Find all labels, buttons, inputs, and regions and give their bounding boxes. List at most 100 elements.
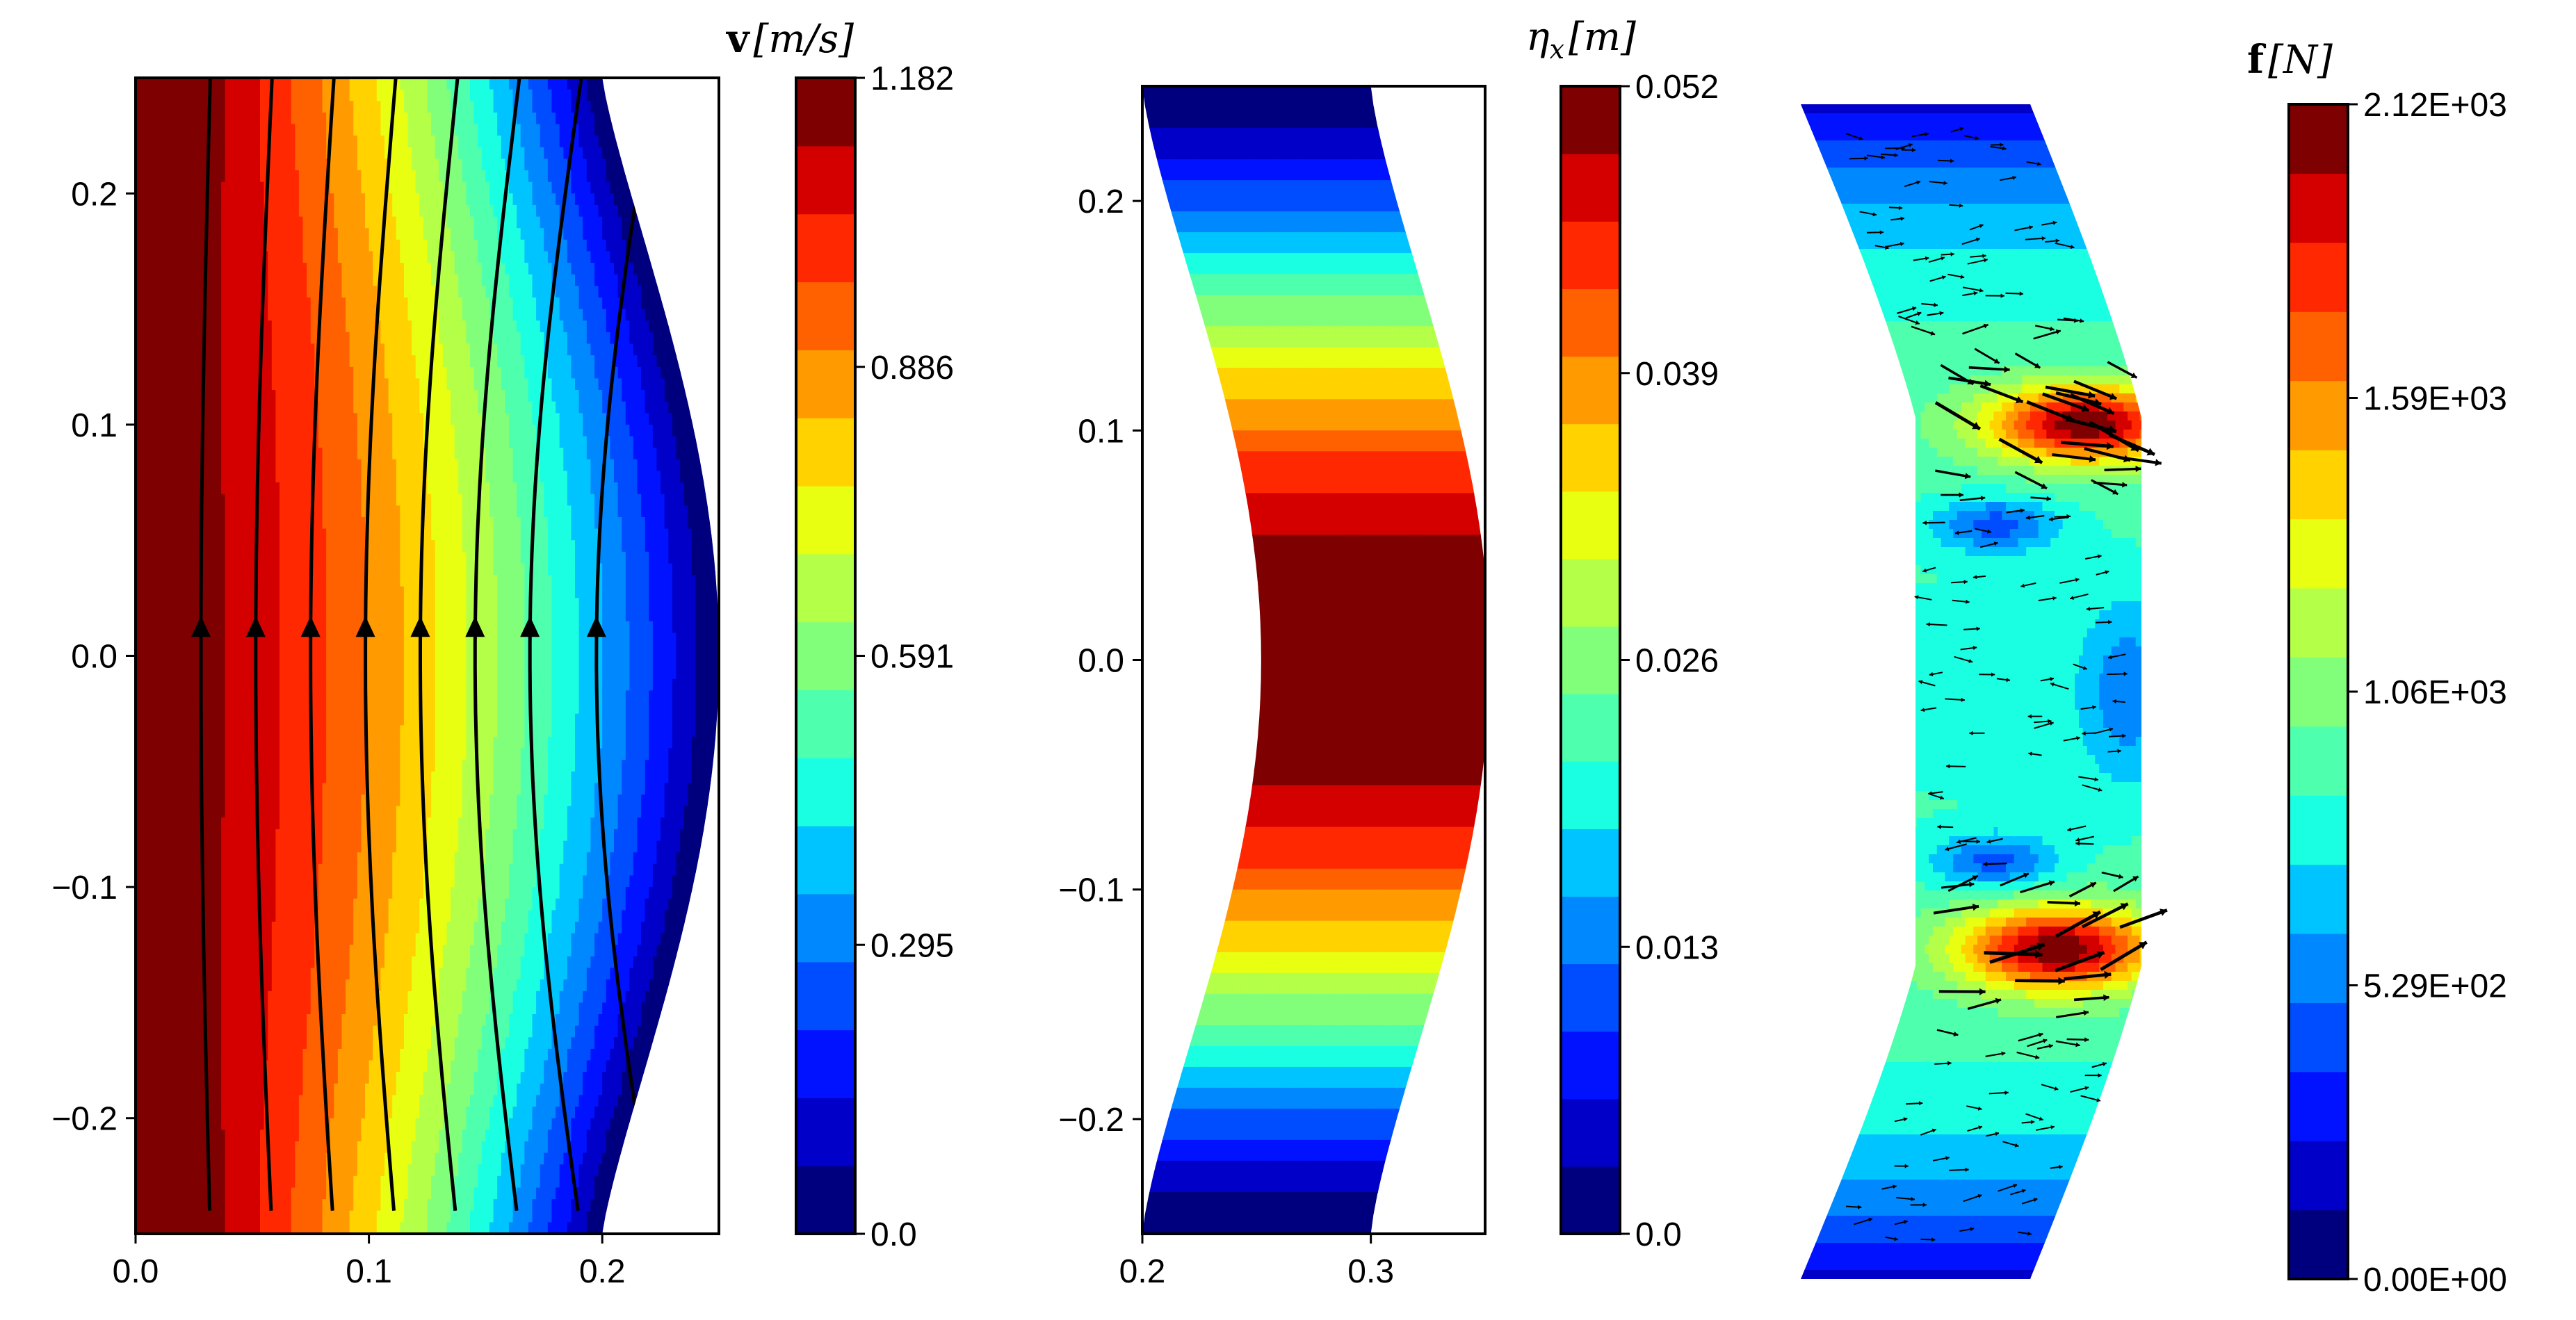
force-arrow <box>2070 393 2115 416</box>
force-arrow-head <box>2130 372 2137 378</box>
force-arrow <box>2093 481 2128 487</box>
colorbar-tick-label: 0.0 <box>870 1216 917 1253</box>
force-arrow-head <box>2059 1164 2063 1169</box>
force-arrow-head <box>1879 230 1884 235</box>
force-arrow <box>1941 883 1975 889</box>
colorbar-band <box>2289 726 2348 796</box>
force-arrow-head <box>2108 425 2116 434</box>
force-arrow-head <box>1922 520 1927 525</box>
force-arrow-head <box>2036 943 2045 951</box>
force-arrow-head <box>1975 136 1979 140</box>
force-arrow-head <box>2146 448 2155 456</box>
force-arrow-head <box>2103 994 2109 1002</box>
force-arrow-head <box>2000 293 2004 298</box>
force-colorbar-label: f [N] <box>2247 37 2333 83</box>
force-arrow-head <box>1993 541 1998 546</box>
force-arrow-head <box>1972 903 1979 911</box>
force-arrow-head <box>1979 988 1986 995</box>
force-arrow-head <box>1979 288 1984 293</box>
force-arrow-head <box>2019 291 2023 296</box>
force-arrow-head <box>2092 705 2096 710</box>
force-arrow <box>1959 496 1986 502</box>
streamline-arrow <box>355 616 375 637</box>
force-arrow-head <box>1968 659 1973 663</box>
force-arrow-head <box>2012 175 2016 180</box>
force-arrow-head <box>1950 252 1954 256</box>
force-arrow-head <box>1959 203 1963 208</box>
force-arrow-head <box>1872 212 1877 217</box>
force-arrow <box>2117 455 2162 465</box>
force-arrow-head <box>1983 861 1988 867</box>
streamline-arrow <box>300 616 321 637</box>
force-arrow-head <box>1993 358 2000 364</box>
force-arrow-head <box>1858 1205 1862 1209</box>
force-arrow-head <box>2080 318 2084 323</box>
colorbar-tick-label: 0.0 <box>1635 1216 1682 1253</box>
force-arrow <box>1967 998 2002 1010</box>
force-arrow <box>2026 400 2075 423</box>
colorbar-band <box>2289 587 2348 658</box>
force-arrow-head <box>1950 158 1954 163</box>
force-arrow-head <box>2021 1189 2026 1193</box>
force-arrow-head <box>2123 671 2128 676</box>
force-arrow-head <box>2117 749 2121 753</box>
streamline-arrow <box>520 616 540 637</box>
x-tick-label: 0.2 <box>579 1253 626 1290</box>
force-arrow-head <box>2132 876 2139 882</box>
force-arrow <box>2056 1011 2089 1018</box>
colorbar-tick-label: 2.12E+03 <box>2363 87 2507 124</box>
force-arrow-head <box>2066 414 2074 422</box>
force-arrow-head <box>2006 678 2010 683</box>
colorbar-tick-label: 1.59E+03 <box>2363 381 2507 418</box>
force-arrow-head <box>1931 1128 1936 1133</box>
colorbar-tick-label: 0.013 <box>1635 929 1719 966</box>
force-arrow <box>1962 323 1989 335</box>
colorbar-band <box>1561 829 1620 897</box>
force-arrow-head <box>2122 733 2126 738</box>
streamline <box>594 78 657 1212</box>
y-tick-label: −0.1 <box>1058 872 1124 909</box>
force-arrow-head <box>2029 225 2033 230</box>
force-arrow-head <box>1953 1031 1959 1037</box>
displacement-y-ticks: 0.2 0.1 0.0 −0.1 −0.2 <box>1058 184 1142 1139</box>
colorbar-band <box>1561 896 1620 965</box>
force-arrow-head <box>1995 997 2001 1004</box>
force-arrow-head <box>1966 599 1970 604</box>
colorbar-band <box>2289 104 2348 174</box>
force-arrow-head <box>1945 1156 1950 1161</box>
colorbar-band <box>796 621 855 691</box>
force-arrow-head <box>1961 697 1965 702</box>
force-arrow-head <box>1926 622 1930 627</box>
force-arrow <box>1933 904 1979 915</box>
force-arrow-head <box>1937 824 1941 829</box>
force-arrow-head <box>2016 396 2023 404</box>
force-arrow-head <box>2054 1086 2059 1091</box>
streamline <box>254 78 274 1211</box>
colorbar-tick-label: 0.591 <box>870 639 954 676</box>
colorbar-tick-label: 5.29E+02 <box>2363 968 2507 1005</box>
colorbar-tick-label: 0.052 <box>1635 69 1719 106</box>
colorbar-band <box>796 282 855 350</box>
colorbar-band <box>796 553 855 623</box>
force-arrow <box>2055 910 2102 938</box>
force-arrow-head <box>2055 329 2061 334</box>
force-arrow-head <box>2027 1231 2032 1236</box>
force-arrow-head <box>1931 1237 1936 1242</box>
colorbar-tick-label: 0.00E+00 <box>2363 1262 2507 1298</box>
force-arrow-head <box>2106 407 2114 415</box>
force-arrow-head <box>1963 580 1968 585</box>
force-arrow-head <box>2139 942 2147 950</box>
force-arrow-head <box>2020 508 2025 513</box>
force-arrow-head <box>2041 236 2046 241</box>
force-arrow-head <box>2013 1184 2018 1188</box>
force-arrow-head <box>1903 1117 1908 1122</box>
x-tick-label: 0.0 <box>113 1253 159 1290</box>
force-arrow-head <box>2076 736 2080 741</box>
force-arrow-head <box>1911 1196 1915 1202</box>
force-arrow <box>1948 376 1991 386</box>
colorbar-band <box>1561 963 1620 1032</box>
force-arrow <box>2100 940 2148 971</box>
force-arrow <box>1968 366 2010 371</box>
colorbar-band <box>1561 558 1620 627</box>
colorbar-band <box>796 961 855 1031</box>
